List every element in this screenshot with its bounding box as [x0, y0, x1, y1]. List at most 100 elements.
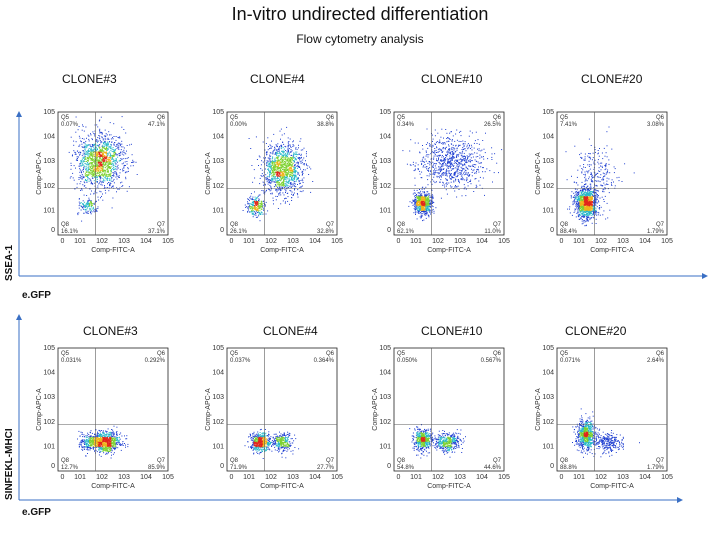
event-dot [583, 188, 585, 190]
event-dot [414, 199, 416, 201]
event-dot [250, 193, 252, 195]
y-tick-label: 101 [43, 207, 55, 214]
event-dot [259, 156, 261, 158]
event-dot [280, 159, 282, 160]
event-dot [99, 162, 101, 164]
event-dot [297, 162, 299, 164]
event-dot [445, 172, 447, 174]
event-dot [101, 195, 102, 197]
event-dot [424, 158, 426, 160]
event-dot [107, 165, 109, 167]
event-dot [267, 137, 269, 139]
event-dot [280, 170, 282, 172]
event-dot [447, 137, 449, 139]
event-dot [107, 154, 109, 156]
event-dot [78, 126, 80, 127]
event-dot [418, 196, 420, 198]
event-dot [102, 156, 104, 158]
event-dot [303, 157, 305, 159]
event-dot [94, 162, 96, 164]
event-dot [268, 181, 269, 183]
event-dot [420, 160, 422, 162]
event-dot [448, 161, 450, 163]
event-dot [285, 156, 286, 158]
event-dot [97, 154, 99, 156]
event-dot [114, 171, 116, 173]
event-dot [280, 153, 282, 155]
event-dot [260, 205, 262, 207]
event-dot [126, 161, 128, 162]
event-dot [444, 142, 446, 144]
event-dot [440, 149, 442, 151]
event-dot [474, 140, 476, 142]
event-dot [126, 190, 128, 192]
event-dot [98, 169, 100, 171]
x-tick-label: 101 [410, 238, 422, 245]
event-dot [79, 153, 81, 155]
event-dot [106, 180, 108, 181]
event-dot [585, 206, 587, 208]
event-dot [288, 173, 290, 175]
y-tick-label: 104 [212, 134, 224, 141]
event-dot [470, 180, 471, 182]
event-dot [100, 171, 102, 173]
event-dot [438, 158, 439, 160]
event-dot [416, 202, 418, 204]
event-dot [79, 168, 81, 170]
event-dot [456, 148, 458, 150]
event-dot [470, 144, 472, 146]
event-dot [278, 188, 280, 190]
event-dot [426, 207, 428, 209]
event-dot [447, 140, 449, 142]
event-dot [457, 179, 459, 181]
event-dot [90, 146, 92, 147]
event-dot [431, 202, 433, 204]
event-dot [298, 158, 300, 160]
event-dot [258, 199, 260, 201]
event-dot [581, 189, 583, 191]
event-dot [303, 177, 305, 179]
event-dot [79, 203, 81, 205]
event-dot [296, 148, 298, 150]
event-dot [96, 156, 98, 158]
event-dot [99, 132, 101, 134]
event-dot [89, 172, 91, 174]
event-dot [433, 180, 435, 182]
event-dot [98, 146, 100, 148]
event-dot [273, 173, 275, 175]
event-dot [104, 166, 106, 168]
event-dot [288, 164, 290, 166]
event-dot [82, 169, 84, 171]
event-dot [274, 177, 276, 179]
event-dot [93, 165, 95, 167]
event-dot [430, 145, 432, 147]
event-dot [76, 186, 78, 188]
event-dot [461, 195, 463, 197]
event-dot [283, 173, 285, 175]
event-dot [105, 158, 107, 160]
event-dot [283, 143, 285, 145]
event-dot [96, 165, 98, 167]
event-dot [570, 195, 572, 197]
event-dot [105, 156, 107, 158]
event-dot [285, 184, 287, 186]
event-dot [450, 151, 452, 153]
event-dot [435, 149, 437, 151]
event-dot [269, 174, 271, 176]
event-dot [480, 166, 482, 168]
event-dot [96, 166, 98, 168]
event-dot [269, 173, 271, 175]
event-dot [420, 208, 422, 210]
event-dot [120, 182, 121, 184]
event-dot [270, 161, 272, 163]
event-dot [426, 199, 428, 201]
event-dot [422, 199, 424, 201]
event-dot [97, 208, 99, 209]
event-dot [447, 167, 449, 169]
event-dot [104, 189, 106, 191]
event-dot [96, 149, 98, 151]
event-dot [287, 163, 289, 164]
event-dot [93, 146, 95, 148]
event-dot [455, 171, 457, 172]
event-dot [119, 169, 121, 171]
